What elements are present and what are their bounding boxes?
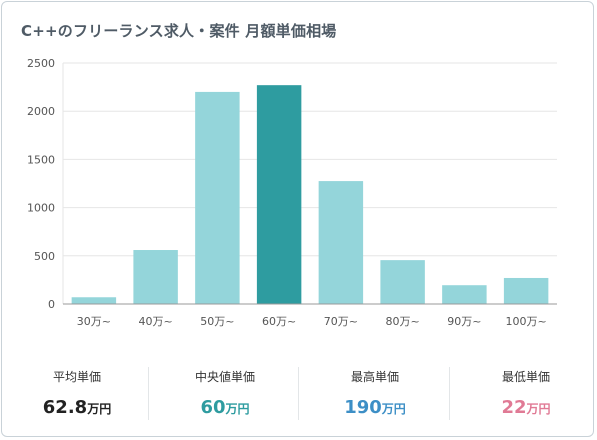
stat-min: 最低単価 22万円 [451,364,597,420]
bar [256,85,302,304]
bar [195,91,240,304]
bar [380,260,425,304]
stat-max-value: 190万円 [300,399,450,417]
stat-median: 中央値単価 60万円 [150,364,300,420]
stat-divider [148,367,149,420]
stat-max-number: 190 [344,397,382,418]
chart-title: C++のフリーランス求人・案件 月額単価相場 [21,22,337,40]
stat-min-label: 最低単価 [501,370,550,384]
stat-median-number: 60 [200,397,226,418]
y-tick-label: 2500 [27,57,55,70]
stat-average-value: 62.8万円 [2,399,152,417]
stat-divider [298,367,299,420]
stat-max-unit: 万円 [381,402,406,416]
stats-row: 平均単価 62.8万円 中央値単価 60万円 最高単価 190万円 最低単価 2… [2,364,595,424]
stat-average-unit: 万円 [87,402,112,416]
stat-min-number: 22 [501,397,527,418]
x-tick-label: 40万~ [139,315,173,328]
x-tick-label: 60万~ [262,315,296,328]
y-tick-label: 2000 [27,105,55,118]
stat-median-value: 60万円 [150,399,300,417]
bar [71,297,117,304]
stat-max-label: 最高単価 [350,370,399,384]
bar-chart: 0 500 1000 1500 2000 2500 30万~ 40万~ 50万~ 60万~ 70万~… [27,57,557,328]
x-tick-label: 30万~ [77,315,111,328]
x-tick-label: 50万~ [200,315,234,328]
x-tick-label: 80万~ [386,315,420,328]
bar [133,250,178,304]
stat-average-number: 62.8 [42,397,88,418]
stat-average-label: 平均単価 [52,370,101,384]
stat-average: 平均単価 62.8万円 [2,364,152,420]
bar [442,285,487,304]
stat-median-label: 中央値単価 [194,370,255,384]
stat-divider [449,367,450,420]
stat-min-unit: 万円 [526,402,551,416]
y-tick-label: 500 [34,250,55,263]
y-tick-label: 1500 [27,153,55,166]
y-tick-label: 1000 [27,202,55,215]
bar [503,277,549,304]
y-tick-label: 0 [48,298,55,311]
stat-median-unit: 万円 [225,402,250,416]
x-tick-label: 100万~ [506,315,547,328]
stat-max: 最高単価 190万円 [300,364,450,420]
x-tick-label: 90万~ [447,315,481,328]
stat-min-value: 22万円 [451,399,597,417]
x-tick-label: 70万~ [324,315,358,328]
bar [318,181,364,304]
